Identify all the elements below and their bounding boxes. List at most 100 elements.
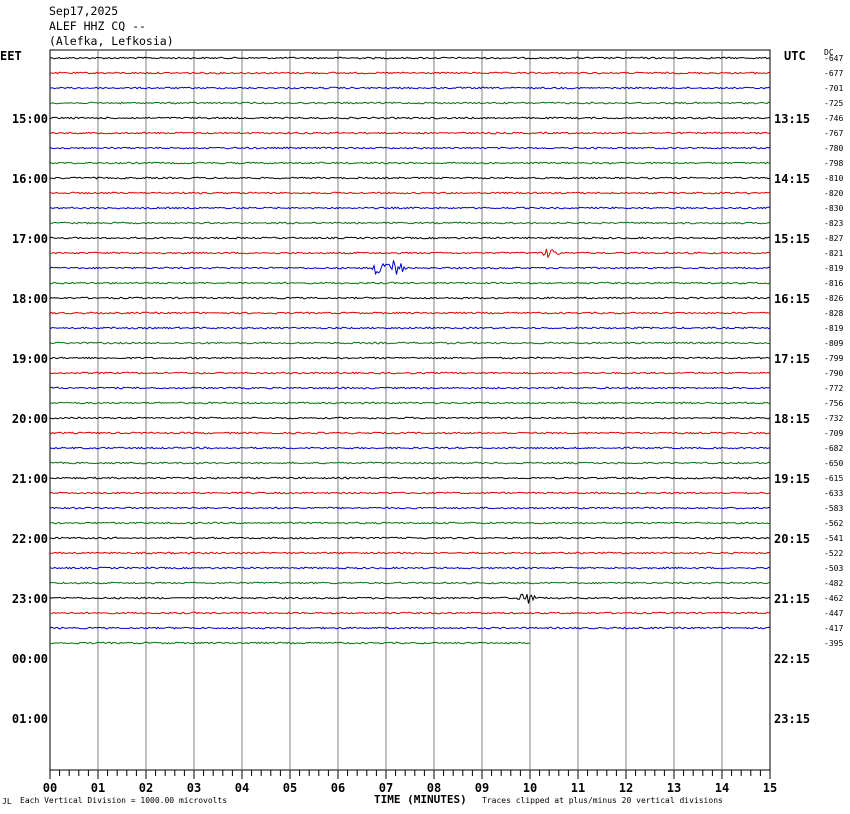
x-tick-label: 11: [571, 781, 585, 795]
left-hour-label: 01:00: [12, 712, 48, 726]
trace-line-4: [49, 116, 770, 120]
station-code: ALEF HHZ CQ --: [49, 19, 146, 33]
x-axis-title: TIME (MINUTES): [374, 793, 467, 806]
trace-line-36: [49, 593, 771, 604]
dc-offset-label: -447: [824, 609, 843, 618]
scale-note: Each Vertical Division = 1000.00 microvo…: [20, 796, 228, 805]
dc-offset-label: -810: [824, 174, 843, 183]
x-tick-label: 01: [91, 781, 105, 795]
dc-offset-label: -709: [824, 429, 843, 438]
dc-offset-label: -562: [824, 519, 843, 528]
x-tick-label: 07: [379, 781, 393, 795]
x-tick-label: 03: [187, 781, 201, 795]
trace-line-21: [49, 371, 771, 375]
clip-note: Traces clipped at plus/minus 20 vertical…: [482, 796, 723, 805]
dc-column-label: DC: [824, 48, 834, 57]
trace-line-13: [49, 248, 771, 259]
dc-offset-label: -826: [824, 294, 843, 303]
dc-offset-label: -462: [824, 594, 843, 603]
trace-line-19: [49, 341, 770, 345]
dc-offset-label: -732: [824, 414, 843, 423]
dc-offset-label: -701: [824, 84, 843, 93]
trace-line-31: [49, 521, 771, 525]
dc-offset-label: -503: [824, 564, 843, 573]
x-tick-label: 12: [619, 781, 633, 795]
vertical-gridlines: [97, 50, 723, 770]
x-tick-label: 14: [715, 781, 729, 795]
trace-line-16: [49, 296, 771, 300]
trace-line-8: [49, 176, 771, 180]
dc-offset-label: -821: [824, 249, 843, 258]
right-hour-label: 23:15: [774, 712, 810, 726]
dc-offset-label: -790: [824, 369, 843, 378]
left-hour-labels: 15:00 16:00 17:00 18:00 19:00 20:00 21:00 22:00…: [12, 112, 48, 726]
trace-line-18: [49, 326, 771, 330]
dc-offset-label: -647: [824, 54, 843, 63]
plot-frame: [49, 49, 771, 771]
right-hour-label: 16:15: [774, 292, 810, 306]
dc-offset-label: -772: [824, 384, 843, 393]
left-timezone-label: EET: [0, 49, 22, 63]
trace-line-7: [49, 161, 771, 165]
x-tick-label: 08: [427, 781, 441, 795]
trace-line-28: [49, 476, 771, 480]
left-hour-label: 15:00: [12, 112, 48, 126]
right-hour-labels: 13:15 14:15 15:15 16:15 17:15 18:15 19:15 20:15…: [774, 112, 810, 726]
dc-offset-label: -799: [824, 354, 843, 363]
dc-offset-label: -827: [824, 234, 843, 243]
right-hour-label: 20:15: [774, 532, 810, 546]
dc-offset-label: -823: [824, 219, 843, 228]
dc-offset-label: -725: [824, 99, 843, 108]
x-tick-label: 13: [667, 781, 681, 795]
right-hour-label: 18:15: [774, 412, 810, 426]
trace-line-1: [49, 71, 771, 75]
trace-line-30: [49, 506, 771, 510]
trace-line-29: [49, 491, 771, 495]
right-hour-label: 21:15: [774, 592, 810, 606]
trace-line-2: [49, 86, 771, 90]
dc-offset-label: -780: [824, 144, 843, 153]
seismic-traces: [49, 56, 771, 770]
dc-offset-label: -816: [824, 279, 843, 288]
x-tick-label: 06: [331, 781, 345, 795]
dc-offset-label: -650: [824, 459, 843, 468]
left-hour-label: 22:00: [12, 532, 48, 546]
left-hour-label: 21:00: [12, 472, 48, 486]
trace-line-15: [49, 281, 771, 285]
trace-line-39: [50, 641, 531, 645]
trace-line-22: [49, 386, 770, 390]
x-tick-label: 02: [139, 781, 153, 795]
x-axis-tick-labels: 00 01 02 03 04 05 06 07 08 09 10 11 12 13 14 15: [43, 781, 777, 795]
right-hour-label: 14:15: [774, 172, 810, 186]
x-tick-label: 10: [523, 781, 537, 795]
trace-line-23: [49, 401, 771, 405]
x-tick-label: 15: [763, 781, 777, 795]
dc-offset-label: -541: [824, 534, 843, 543]
dc-offset-label: -395: [824, 639, 843, 648]
trace-line-0: [49, 56, 771, 60]
dc-offset-label: -633: [824, 489, 843, 498]
dc-offset-label: -820: [824, 189, 843, 198]
left-hour-label: 18:00: [12, 292, 48, 306]
dc-offset-label: -746: [824, 114, 843, 123]
right-hour-label: 17:15: [774, 352, 810, 366]
left-hour-label: 16:00: [12, 172, 48, 186]
left-hour-label: 17:00: [12, 232, 48, 246]
station-location: (Alefka, Lefkosia): [49, 34, 174, 48]
x-tick-label: 05: [283, 781, 297, 795]
left-hour-label: 00:00: [12, 652, 48, 666]
right-hour-label: 19:15: [774, 472, 810, 486]
trace-line-35: [49, 581, 771, 585]
trace-line-3: [50, 101, 771, 105]
x-tick-label: 09: [475, 781, 489, 795]
dc-offset-label: -417: [824, 624, 843, 633]
dc-offset-label: -819: [824, 324, 843, 333]
dc-offset-label: -522: [824, 549, 843, 558]
trace-line-37: [49, 611, 771, 615]
x-tick-label: 04: [235, 781, 249, 795]
trace-line-12: [49, 236, 771, 240]
dc-offset-label: -828: [824, 309, 843, 318]
trace-line-20: [49, 356, 771, 360]
trace-line-14: [49, 260, 771, 276]
